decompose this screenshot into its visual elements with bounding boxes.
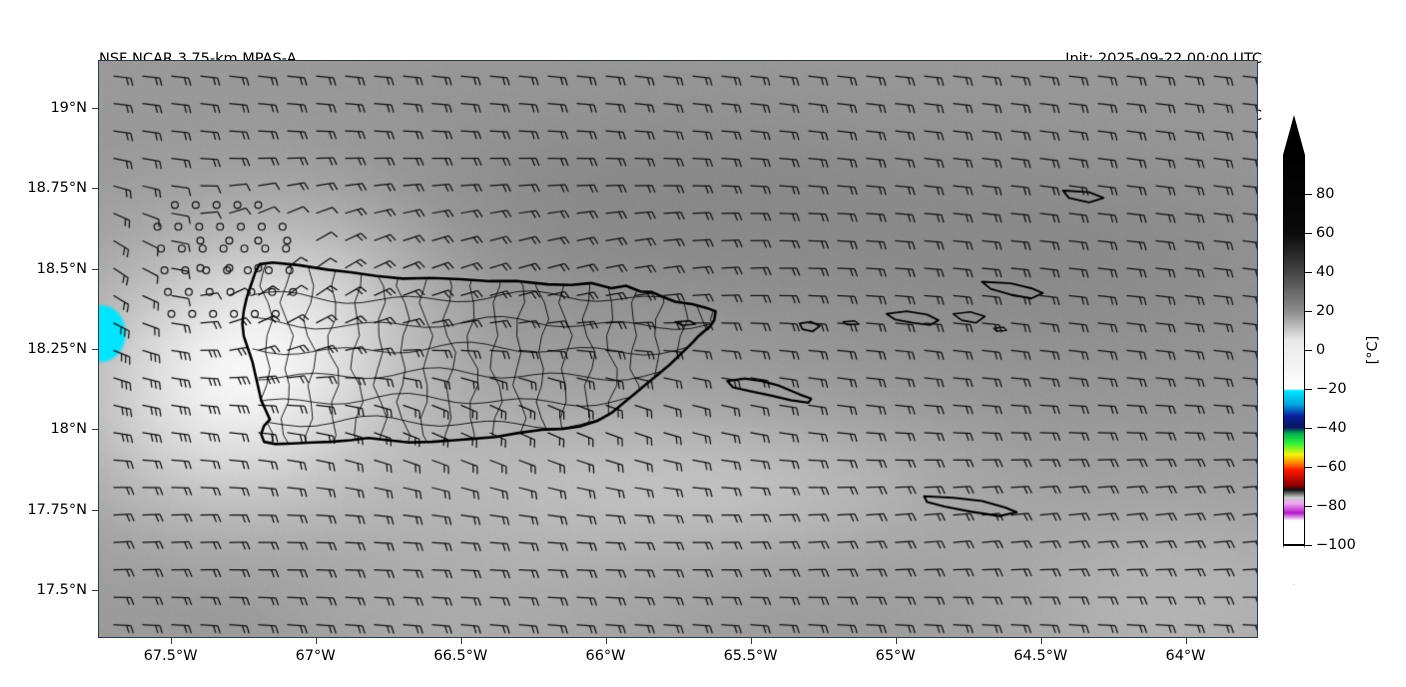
x-tick-mark <box>315 638 317 644</box>
x-tick-label: 66.5°W <box>433 648 488 664</box>
colorbar-extend-top <box>1283 115 1305 155</box>
colorbar-tick-mark <box>1305 233 1312 234</box>
colorbar-tick-mark <box>1305 545 1312 546</box>
colorbar-tick-mark <box>1305 272 1312 273</box>
colorbar <box>1283 115 1305 585</box>
y-tick-mark <box>92 589 98 591</box>
colorbar-tick-mark <box>1305 389 1312 390</box>
map-plot-frame <box>98 60 1258 638</box>
colorbar-tick-mark <box>1305 467 1312 468</box>
colorbar-tick-mark <box>1305 506 1312 507</box>
x-tick-label: 65°W <box>875 648 916 664</box>
brightness-temperature-map <box>99 61 1257 637</box>
x-tick-mark <box>605 638 607 644</box>
colorbar-unit-label: [°C] <box>1365 335 1381 365</box>
x-tick-label: 67.5°W <box>143 648 198 664</box>
x-tick-mark <box>1040 638 1042 644</box>
y-tick-label: 18.25°N <box>27 341 87 357</box>
y-tick-mark <box>92 509 98 511</box>
x-tick-mark <box>895 638 897 644</box>
colorbar-gradient <box>1283 155 1305 545</box>
colorbar-tick-label: −100 <box>1316 537 1356 553</box>
y-tick-label: 18.5°N <box>36 260 87 277</box>
x-tick-mark <box>750 638 752 644</box>
y-tick-mark <box>92 188 98 190</box>
colorbar-tick-mark <box>1305 311 1312 312</box>
x-tick-label: 64°W <box>1165 648 1206 664</box>
colorbar-tick-label: −80 <box>1316 498 1347 514</box>
y-tick-mark <box>92 268 98 270</box>
x-tick-label: 65.5°W <box>723 648 778 664</box>
x-tick-label: 66°W <box>585 648 626 664</box>
y-tick-mark <box>92 108 98 110</box>
x-tick-mark <box>170 638 172 644</box>
colorbar-tick-label: −20 <box>1316 381 1347 397</box>
colorbar-tick-mark <box>1305 350 1312 351</box>
colorbar-tick-label: 80 <box>1316 186 1335 202</box>
y-tick-label: 17.75°N <box>27 501 87 518</box>
colorbar-extend-bottom <box>1283 545 1305 585</box>
x-tick-mark <box>1185 638 1187 644</box>
y-tick-mark <box>92 429 98 431</box>
y-tick-label: 18.75°N <box>27 180 87 197</box>
colorbar-tick-label: 0 <box>1316 342 1326 358</box>
y-tick-mark <box>92 349 98 350</box>
y-tick-label: 17.5°N <box>36 581 87 598</box>
colorbar-tick-mark <box>1305 194 1312 195</box>
y-tick-label: 19°N <box>50 100 87 117</box>
colorbar-tick-label: 60 <box>1316 225 1335 241</box>
x-tick-mark <box>460 638 462 644</box>
colorbar-tick-label: 20 <box>1316 303 1335 319</box>
colorbar-tick-label: −40 <box>1316 420 1347 436</box>
colorbar-tick-label: −60 <box>1316 459 1347 475</box>
x-tick-label: 67°W <box>295 648 336 664</box>
colorbar-tick-label: 40 <box>1316 264 1335 280</box>
y-tick-label: 18°N <box>50 421 87 438</box>
x-tick-label: 64.5°W <box>1013 648 1068 664</box>
colorbar-tick-mark <box>1305 428 1312 429</box>
